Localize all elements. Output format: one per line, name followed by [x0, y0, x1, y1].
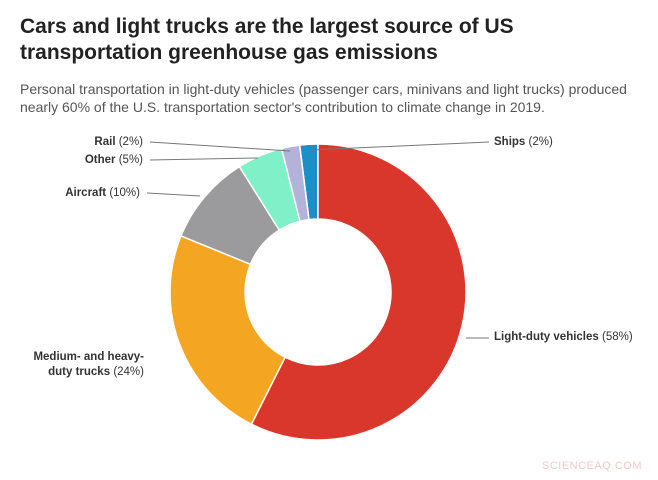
slice-value: (24%): [113, 366, 144, 378]
slice-label: Other (5%): [20, 153, 143, 168]
chart-subtitle: Personal transportation in light-duty ve…: [20, 81, 627, 115]
watermark: SCIENCEAQ.COM: [541, 460, 642, 472]
slice-value: (10%): [109, 187, 140, 199]
slice-name: Other: [84, 154, 116, 166]
slice-name: Rail: [94, 136, 116, 148]
leader-line: [146, 192, 201, 197]
donut-slice: [250, 143, 467, 441]
slice-value: (5%): [118, 154, 143, 166]
slice-value: (2%): [528, 136, 553, 148]
donut-slice: [280, 144, 310, 223]
slice-label: Light-duty vehicles (58%): [494, 330, 634, 345]
donut-slice: [169, 234, 287, 426]
slice-label: Ships (2%): [494, 135, 614, 150]
slice-name: Aircraft: [65, 187, 107, 199]
slice-name: Medium- and heavy-duty trucks: [33, 351, 144, 378]
slice-label: Medium- and heavy-duty trucks (24%): [20, 350, 144, 380]
slice-name: Light-duty vehicles: [494, 331, 599, 343]
slice-label: Aircraft (10%): [20, 186, 140, 201]
slice-value: (58%): [602, 331, 633, 343]
leader-line: [149, 141, 291, 152]
slice-label: Rail (2%): [20, 135, 143, 150]
slice-value: (2%): [118, 136, 143, 148]
leader-line: [149, 157, 259, 161]
slice-name: Ships: [494, 136, 526, 148]
leader-line: [310, 141, 490, 151]
chart-title: Cars and light trucks are the largest so…: [20, 15, 514, 64]
